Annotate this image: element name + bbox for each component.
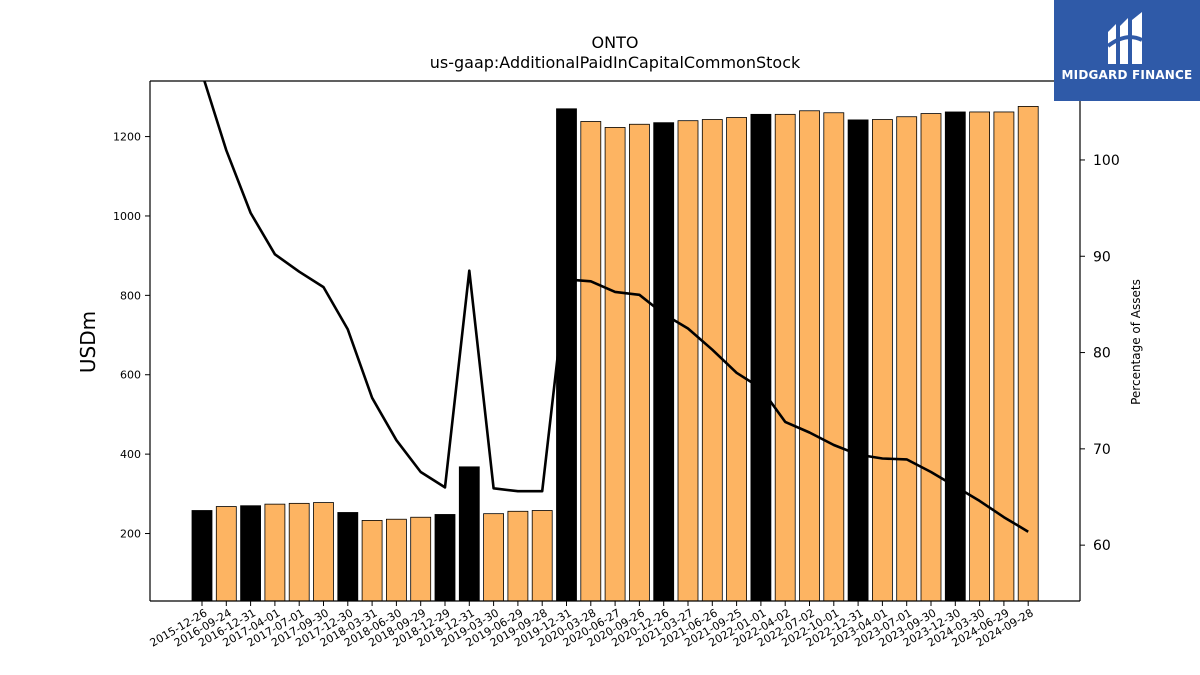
bar-2018-12-31 — [458, 466, 480, 602]
bar-2018-03-31 — [361, 520, 383, 602]
y-tick-label-200: 200 — [120, 528, 141, 541]
bar-2023-07-01 — [896, 116, 918, 602]
bar-2022-07-02 — [799, 110, 820, 602]
midgard-logo-icon — [1106, 12, 1143, 64]
bar-2018-12-29 — [434, 514, 456, 602]
bar-2020-09-26 — [629, 123, 650, 602]
y-tick-label-400: 400 — [120, 448, 141, 461]
bar-2022-10-01 — [823, 112, 845, 602]
bar-2023-09-30 — [920, 113, 942, 602]
bar-2015-12-26 — [191, 510, 213, 602]
chart-title: ONTO — [592, 33, 639, 52]
bar-2021-09-25 — [726, 117, 747, 602]
bar-2019-12-31 — [556, 108, 577, 602]
bar-2024-06-29 — [993, 111, 1015, 602]
y2-tick-label-100: 100 — [1093, 153, 1120, 169]
bar-2016-09-24 — [215, 506, 237, 602]
bar-2017-04-01 — [264, 503, 286, 602]
bar-2020-03-28 — [580, 121, 602, 602]
brand-name: MIDGARD FINANCE — [1061, 68, 1193, 82]
y2-tick-label-70: 70 — [1093, 442, 1111, 458]
y2-axis-label: Percentage of Assets — [1129, 279, 1143, 405]
bar-2023-12-30 — [944, 111, 966, 602]
percentage-of-assets-line — [203, 81, 1029, 533]
y-tick-label-1200: 1200 — [113, 131, 141, 144]
bar-2019-09-28 — [531, 510, 553, 602]
bar-2020-06-27 — [604, 127, 626, 602]
y-axis-label: USDm — [76, 311, 100, 373]
line-group — [203, 81, 1029, 533]
bar-2017-12-30 — [337, 512, 359, 602]
bar-2021-03-27 — [677, 120, 699, 602]
bars-group — [191, 106, 1039, 602]
bar-2022-01-01 — [750, 113, 772, 602]
y2-tick-label-80: 80 — [1093, 346, 1111, 362]
y2-tick-label-90: 90 — [1093, 249, 1111, 265]
bar-2019-03-30 — [483, 513, 505, 602]
bar-2023-04-01 — [872, 119, 893, 602]
bar-2020-12-26 — [653, 122, 675, 602]
y-tick-label-800: 800 — [120, 289, 141, 302]
y2-tick-label-60: 60 — [1093, 538, 1111, 554]
y-tick-label-1000: 1000 — [113, 210, 141, 223]
bar-2024-03-30 — [969, 111, 990, 602]
bar-2022-12-31 — [847, 119, 869, 602]
chart-subtitle: us-gaap:AdditionalPaidInCapitalCommonSto… — [430, 53, 801, 72]
bar-2019-06-29 — [507, 510, 529, 602]
bar-2017-07-01 — [288, 502, 310, 602]
bar-2018-09-29 — [410, 516, 432, 602]
bar-2017-09-30 — [313, 502, 334, 602]
bar-2021-06-26 — [701, 119, 723, 602]
bar-2018-06-30 — [385, 518, 407, 602]
y-tick-label-600: 600 — [120, 369, 141, 382]
bar-2016-12-31 — [240, 505, 262, 602]
bar-2022-04-02 — [774, 113, 796, 602]
brand-logo: MIDGARD FINANCE — [1054, 0, 1200, 101]
